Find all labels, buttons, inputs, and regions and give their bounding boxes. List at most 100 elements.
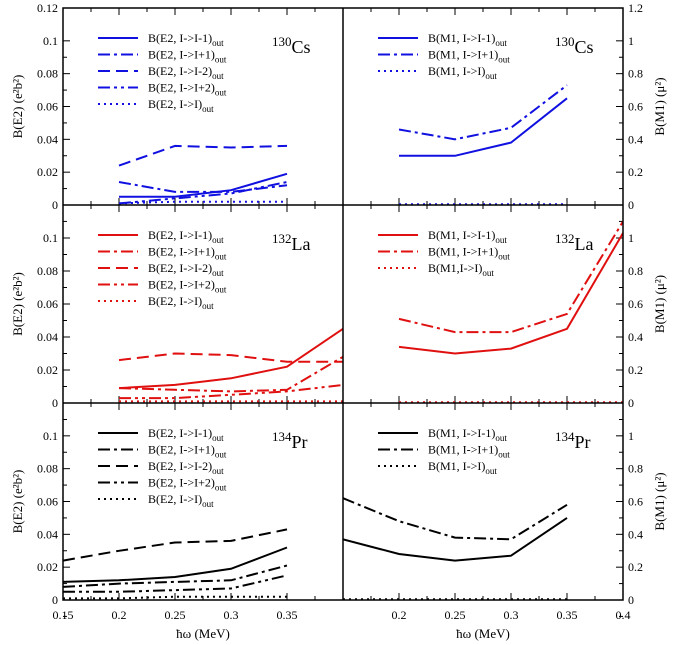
e2-legend-label: B(E2, I->I)out — [148, 97, 214, 114]
e2-legend-label: B(E2, I->I-1)out — [148, 228, 224, 245]
e2-series-3 — [118, 144, 288, 167]
xtick-label-right: 0.25 — [445, 608, 466, 622]
m1-series-1 — [343, 517, 568, 562]
e2-ytick-label: 0.08 — [37, 462, 58, 476]
nucleus-label-e2: 134Pr — [272, 429, 308, 452]
e2-ytick-label: 0.1 — [43, 231, 58, 245]
e2-series-1 — [63, 546, 288, 583]
m1-series-1 — [398, 232, 623, 355]
m1-legend-label: B(M1, I->I)out — [428, 459, 497, 476]
m1-legend-label: B(M1, I->I-1)out — [428, 228, 507, 245]
m1-ytick-label: 0.4 — [628, 132, 643, 146]
m1-ytick-label: 0 — [628, 198, 634, 212]
e2-ytick-label: 0.02 — [37, 560, 58, 574]
e2-ytick-label: 0.06 — [37, 100, 58, 114]
e2-ytick-label: 0.1 — [43, 429, 58, 443]
m1-ytick-label: 1 — [628, 34, 634, 48]
e2-series-4 — [63, 574, 288, 593]
nucleus-label-m1: 130Cs — [555, 34, 594, 57]
nucleus-label-e2: 130Cs — [272, 34, 311, 57]
m1-ytick-label: 0.8 — [628, 462, 643, 476]
m1-legend-label: B(M1, I->I+1)out — [428, 245, 510, 262]
e2-legend-label: B(E2, I->I-2)out — [148, 261, 224, 278]
m1-legend-label: B(M1, I->I-1)out — [428, 426, 507, 443]
m1-series-2 — [343, 497, 568, 541]
e2-ytick-label: 0.08 — [37, 264, 58, 278]
e2-series-1 — [118, 327, 343, 390]
xtick-label-left: 0.35 — [277, 608, 298, 622]
e2-legend-label: B(E2, I->I)out — [148, 294, 214, 311]
e2-ytick-label: 0.02 — [37, 363, 58, 377]
xtick-label-left: 0.3 — [224, 608, 239, 622]
e2-series-5 — [63, 595, 287, 600]
e2-legend-label: B(E2, I->I)out — [148, 492, 214, 509]
panel-m1-pr: 0 0.2 0.4 0.6 0.8 1 B(M1, I->I-1)out B(M1, I->I… — [342, 402, 667, 617]
xtick-label-right: 0.4 — [616, 608, 631, 622]
panel-e2-pr: 00.020.040.060.080.1 B(E2, I->I-1)outB(E2… — [10, 402, 344, 617]
m1-axis-label: B(M1) (μ²) — [652, 472, 667, 530]
m1-ytick-label: 0.8 — [628, 67, 643, 81]
nucleus-label-e2: 132La — [272, 231, 310, 254]
m1-ytick-label: 1 — [628, 429, 634, 443]
m1-series-1 — [399, 97, 568, 157]
xtick-label-right: 0.35 — [557, 608, 578, 622]
xtick-label-right: 0.2 — [392, 608, 407, 622]
e2-legend-label: B(E2, I->I-1)out — [148, 31, 224, 48]
e2-legend-label: B(E2, I->I+1)out — [148, 443, 227, 460]
panel-e2-la: 00.020.040.060.080.1 B(E2, I->I-1)outB(E2… — [10, 204, 344, 420]
e2-series-2 — [63, 564, 288, 588]
m1-ytick-label: 0.6 — [628, 100, 643, 114]
e2-legend-label: B(E2, I->I+2)out — [148, 81, 227, 98]
e2-series-3 — [118, 352, 343, 363]
e2-series-4 — [118, 181, 288, 205]
m1-ytick-label: 0.8 — [628, 264, 643, 278]
m1-ytick-label: 0.4 — [628, 527, 643, 541]
e2-ytick-label: 0.06 — [37, 297, 58, 311]
e2-legend-label: B(E2, I->I-2)out — [148, 459, 224, 476]
e2-ytick-label: 0.04 — [37, 527, 58, 541]
e2-ytick-label: 0 — [52, 593, 58, 607]
m1-ytick-label: 1 — [628, 231, 634, 245]
e2-ytick-label: 0 — [52, 198, 58, 212]
x-axis-label-left: ħω (MeV) — [176, 626, 230, 641]
m1-series-2 — [398, 220, 623, 334]
m1-legend-label: B(M1, I->I+1)out — [428, 48, 510, 65]
e2-legend-label: B(E2, I->I+2)out — [148, 278, 227, 295]
m1-ytick-label: 0.2 — [628, 560, 643, 574]
m1-ytick-label: 0.6 — [628, 297, 643, 311]
e2-series-4 — [119, 383, 343, 400]
e2-ytick-label: 0.04 — [37, 330, 58, 344]
e2-legend-label: B(E2, I->I+1)out — [148, 245, 227, 262]
e2-legend-label: B(E2, I->I+1)out — [148, 48, 227, 65]
m1-ytick-label: 0.2 — [628, 165, 643, 179]
xtick-label-left: 0.15 — [53, 608, 74, 622]
e2-series-3 — [63, 528, 288, 562]
e2-axis-label: B(E2) (e²b²) — [10, 272, 25, 336]
m1-axis-label: B(M1) (μ²) — [652, 77, 667, 135]
e2-legend-label: B(E2, I->I+2)out — [148, 476, 227, 493]
e2-ytick-label: 0.08 — [37, 67, 58, 81]
nucleus-label-m1: 132La — [555, 231, 593, 254]
xtick-label-left: 0.2 — [112, 608, 127, 622]
m1-ytick-label: 0 — [628, 396, 634, 410]
e2-series-1 — [119, 172, 288, 198]
e2-ytick-label: 0.12 — [37, 1, 58, 15]
e2-legend-label: B(E2, I->I-2)out — [148, 64, 224, 81]
nucleus-label-m1: 134Pr — [555, 429, 591, 452]
e2-axis-label: B(E2) (e²b²) — [10, 75, 25, 139]
e2-ytick-label: 0.04 — [37, 132, 58, 146]
m1-legend-label: B(M1, I->I)out — [428, 64, 497, 81]
m1-legend-label: B(M1,I->I)out — [428, 261, 494, 278]
e2-axis-label: B(E2) (e²b²) — [10, 470, 25, 534]
e2-series-2 — [118, 181, 288, 193]
m1-series-2 — [398, 84, 568, 141]
m1-ytick-label: 0.2 — [628, 363, 643, 377]
e2-ytick-label: 0.06 — [37, 495, 58, 509]
e2-series-5 — [118, 200, 287, 205]
e2-ytick-label: 0.02 — [37, 165, 58, 179]
m1-ytick-label: 0.6 — [628, 495, 643, 509]
m1-ytick-label: 0 — [628, 593, 634, 607]
